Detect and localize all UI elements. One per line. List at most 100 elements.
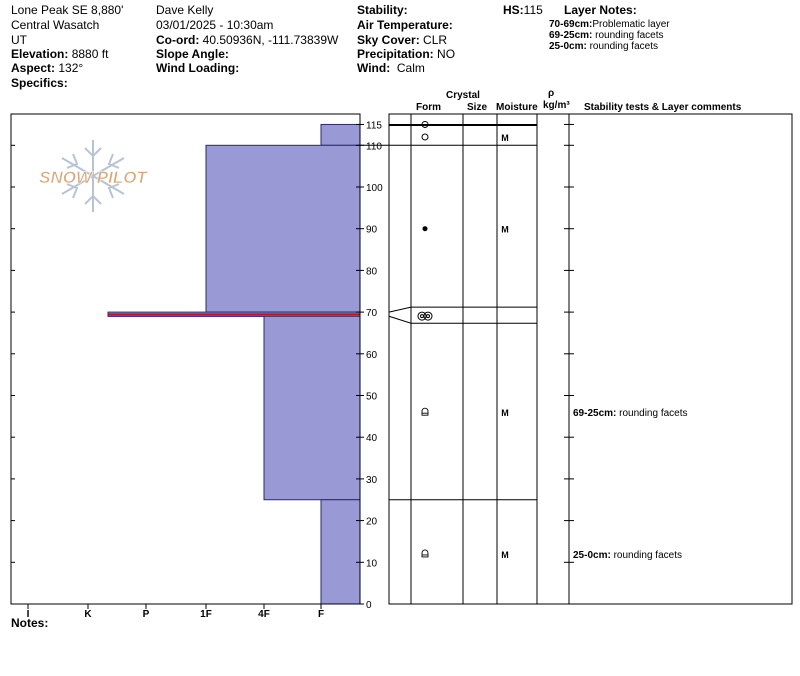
hardness-graph-frame: [10, 113, 361, 605]
sky-cover-value: CLR: [423, 33, 448, 47]
coord-label: Co-ord:: [156, 33, 200, 47]
wind-loading-label: Wind Loading:: [156, 61, 240, 75]
density-unit: kg/m³: [543, 100, 570, 111]
hardness-bar: [205, 144, 361, 313]
snow-height: HS:115: [503, 3, 543, 17]
layer-note-text: rounding facets: [595, 30, 664, 41]
grain-form-inner-circle: [420, 314, 424, 319]
hardness-tick-label: 1F: [200, 609, 212, 620]
grain-form-inner-circle: [426, 314, 430, 319]
grain-form-double-circle-icon: [423, 311, 433, 321]
layer-note-range: 70-69cm:: [549, 19, 593, 30]
height-axis: 0 10 20 30 40 50 60 70 80 90 100 110 115: [356, 120, 574, 611]
moisture-value: M: [501, 408, 509, 418]
aspect: Aspect: 132°: [11, 61, 83, 75]
slope-angle-label: Slope Angle:: [156, 47, 229, 61]
layer-comment: 69-25cm: rounding facets: [573, 408, 688, 419]
grain-form-rounding-facet-icon: [421, 549, 429, 558]
elevation: Elevation: 8880 ft: [11, 47, 108, 61]
layer-note: 70-69cm:Problematic layer: [549, 19, 670, 30]
grain-form-rounding-facet-icon: [421, 407, 429, 416]
layer-comment-text: rounding facets: [616, 408, 687, 419]
height-tick-label: 100: [366, 183, 383, 194]
moisture-value: M: [501, 225, 509, 235]
hardness-tick-label: 4F: [258, 609, 270, 620]
comments-header: Stability tests & Layer comments: [584, 102, 742, 113]
height-tick-label: 0: [366, 600, 372, 611]
layer-boundary-lines: [360, 123, 537, 501]
layer-note-range: 69-25cm:: [549, 30, 593, 41]
layer-note: 25-0cm: rounding facets: [549, 41, 658, 52]
air-temperature-label: Air Temperature:: [357, 18, 453, 32]
layer-comments: 69-25cm: rounding facets 25-0cm: rounding…: [573, 408, 688, 561]
hardness-tick-label: I: [27, 609, 30, 620]
notes-label: Notes:: [11, 616, 49, 630]
precipitation: Precipitation: NO: [357, 47, 455, 61]
snowflake-icon: [61, 140, 125, 212]
precipitation-value: NO: [437, 47, 456, 61]
snowpilot-watermark: SNOW PILOT: [39, 140, 149, 212]
aspect-value: 132°: [58, 61, 84, 75]
wind-value: Calm: [396, 61, 425, 75]
layer-comment: 25-0cm: rounding facets: [573, 550, 682, 561]
hardness-bar: [263, 315, 361, 501]
grain-row: M: [421, 549, 509, 560]
observer-name: Dave Kelly: [156, 3, 214, 17]
hs-label: HS:: [503, 3, 524, 17]
elevation-value: 8880 ft: [71, 47, 109, 61]
state: UT: [11, 33, 27, 47]
height-tick-label: 80: [366, 266, 378, 277]
mountain-range: Central Wasatch: [11, 18, 100, 32]
hardness-tick-label: K: [84, 609, 92, 620]
layer-note: 69-25cm: rounding facets: [549, 30, 664, 41]
hardness-tick-label: F: [318, 609, 324, 620]
layer-note-text: rounding facets: [589, 41, 658, 52]
wind-label: Wind:: [357, 61, 391, 75]
height-tick-label: 115: [366, 120, 382, 131]
layer-comment-range: 25-0cm:: [573, 550, 611, 561]
hardness-tick-label: P: [143, 609, 150, 620]
height-tick-label: 60: [366, 350, 378, 361]
specifics-label: Specifics:: [11, 76, 68, 90]
layer-boundary-line: [388, 306, 537, 313]
grain-rows: M M M M: [417, 120, 509, 560]
grain-form-dot-icon: [422, 226, 428, 232]
layer-table-frame: [388, 113, 793, 605]
grain-row: [417, 311, 433, 321]
location-name: Lone Peak SE 8,880': [11, 3, 124, 17]
elevation-label: Elevation:: [11, 47, 69, 61]
moisture-value: M: [501, 550, 509, 560]
hs-value: 115: [523, 3, 543, 17]
hardness-bar: [320, 123, 361, 146]
grain-row: [421, 120, 429, 128]
grain-row: M: [421, 133, 509, 143]
hardness-bar: [320, 499, 361, 605]
height-tick-label: 20: [366, 517, 378, 528]
coordinates: Co-ord: 40.50936N, -111.73839W: [156, 33, 338, 47]
observation-datetime: 03/01/2025 - 10:30am: [156, 18, 274, 32]
layer-notes-title: Layer Notes:: [564, 3, 637, 17]
hardness-axis: I K P 1F 4F F: [27, 604, 324, 620]
height-tick-label: 30: [366, 475, 378, 486]
grain-row: M: [421, 407, 509, 418]
precipitation-label: Precipitation:: [357, 47, 434, 61]
height-tick-label: 70: [366, 308, 378, 319]
sky-cover: Sky Cover: CLR: [357, 33, 447, 47]
density-symbol: ρ: [548, 88, 555, 99]
size-header: Size: [467, 102, 488, 113]
height-tick-label: 90: [366, 225, 378, 236]
layer-note-range: 25-0cm:: [549, 41, 587, 52]
moisture-header: Moisture: [496, 102, 538, 113]
height-tick-label: 40: [366, 433, 378, 444]
layer-boundary-line: [388, 315, 537, 324]
crystal-header: Crystal: [446, 90, 480, 101]
aspect-label: Aspect:: [11, 61, 56, 75]
height-tick-label: 50: [366, 392, 378, 403]
watermark-text: SNOW PILOT: [39, 168, 148, 187]
stability-label: Stability:: [357, 3, 408, 17]
grain-form-circle-icon: [421, 133, 429, 141]
layer-note-text: Problematic layer: [592, 19, 670, 30]
sky-cover-label: Sky Cover:: [357, 33, 420, 47]
form-header: Form: [416, 102, 441, 113]
